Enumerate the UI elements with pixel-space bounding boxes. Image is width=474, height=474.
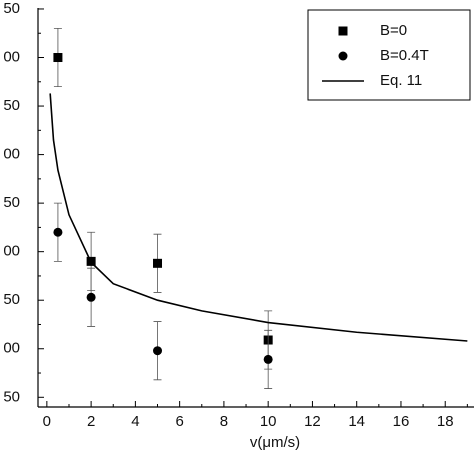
legend-label: Eq. 11 [380,72,422,89]
x-axis-label: v(μm/s) [250,434,300,451]
y-tick-label: 50 [3,0,20,17]
y-tick-label: 00 [3,146,20,163]
y-tick-label: 50 [3,388,20,405]
x-tick-label: 16 [393,413,410,430]
x-tick-label: 12 [304,413,321,430]
x-tick-label: 2 [87,413,95,430]
point [86,292,96,302]
point [153,258,163,268]
y-tick-label: 00 [3,243,20,260]
y-tick-label: 50 [3,97,20,114]
legend-box [307,9,471,101]
y-tick-label: 00 [3,48,20,65]
y-tick-label: 00 [3,340,20,357]
y-tick-label: 50 [3,194,20,211]
point [263,354,273,364]
x-tick-label: 6 [175,413,183,430]
point [153,346,163,356]
x-tick-label: 8 [220,413,228,430]
y-tick-label: 50 [3,291,20,308]
legend-label: B=0 [380,22,407,39]
legend-label: B=0.4T [380,47,429,64]
x-tick-label: 14 [348,413,365,430]
x-tick-label: 0 [43,413,51,430]
point [53,227,63,237]
curve [49,93,468,342]
legend-marker [338,26,348,36]
x-tick-label: 10 [260,413,277,430]
legend-marker [338,51,348,61]
x-tick-label: 18 [437,413,454,430]
point [53,53,63,63]
x-tick-label: 4 [131,413,139,430]
